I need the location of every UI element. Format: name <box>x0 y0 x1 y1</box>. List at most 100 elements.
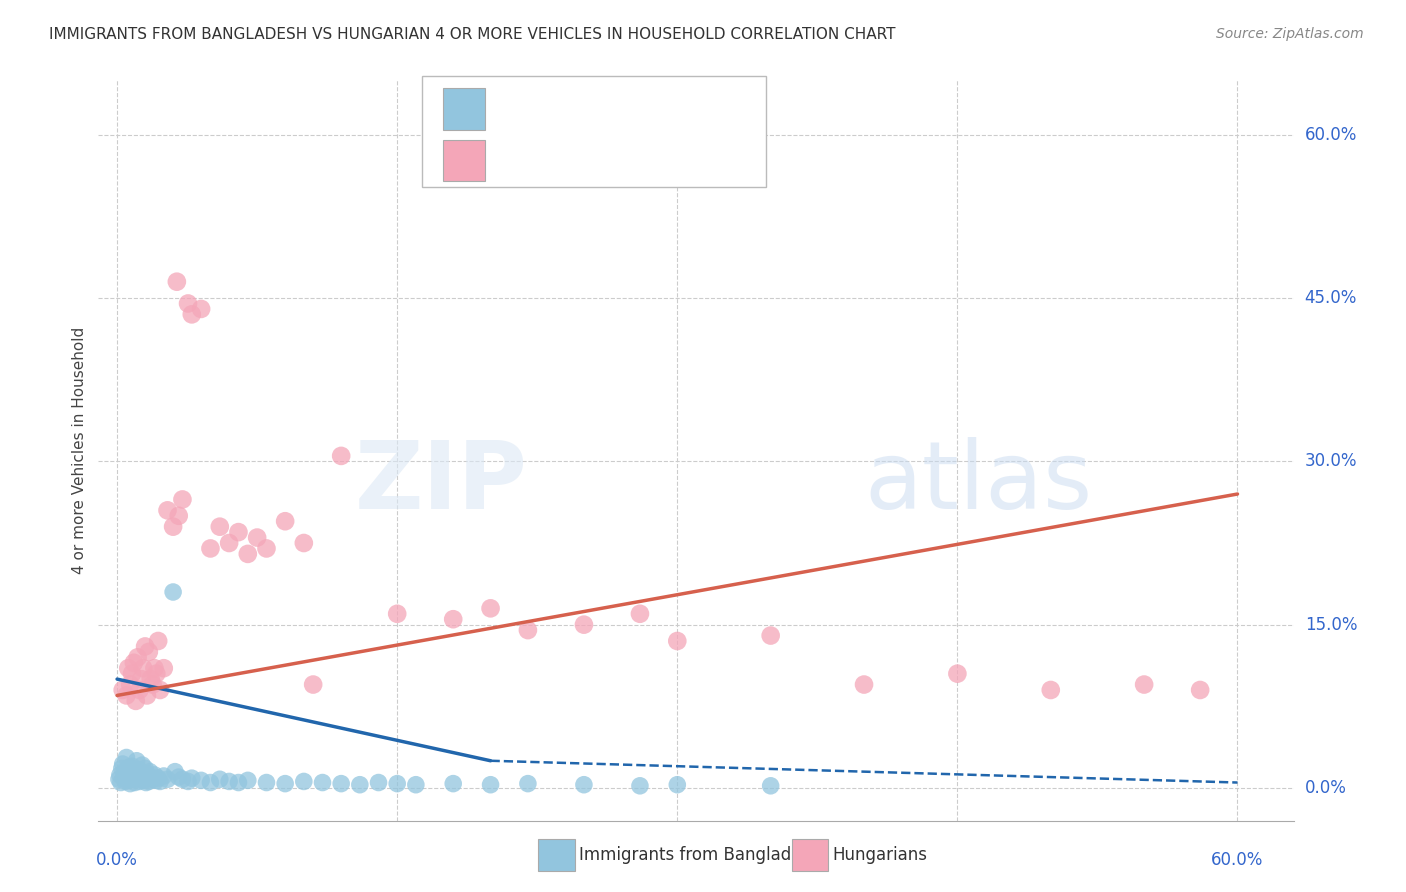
Point <box>138 645 160 659</box>
Point <box>208 519 231 533</box>
Point <box>292 774 315 789</box>
Point <box>236 773 259 788</box>
Point <box>190 301 212 316</box>
Point <box>135 775 157 789</box>
Text: N =: N = <box>609 152 657 169</box>
Point <box>516 776 538 791</box>
Point <box>162 519 184 533</box>
Point <box>129 765 152 780</box>
Point <box>110 775 132 789</box>
Text: IMMIGRANTS FROM BANGLADESH VS HUNGARIAN 4 OR MORE VEHICLES IN HOUSEHOLD CORRELAT: IMMIGRANTS FROM BANGLADESH VS HUNGARIAN … <box>49 27 896 42</box>
Point <box>853 677 876 691</box>
Point <box>572 778 595 792</box>
Point <box>108 772 131 787</box>
Text: 60.0%: 60.0% <box>1305 126 1357 144</box>
Text: 60.0%: 60.0% <box>1212 851 1264 869</box>
Point <box>628 607 651 621</box>
Text: ZIP: ZIP <box>356 437 527 529</box>
Point <box>302 677 325 691</box>
Point <box>246 531 269 545</box>
Point <box>208 772 231 787</box>
Point <box>759 628 782 642</box>
Point <box>148 771 170 785</box>
Point <box>167 508 190 523</box>
Text: R =: R = <box>494 152 530 169</box>
Point <box>111 757 134 772</box>
Text: 53: 53 <box>658 152 681 169</box>
Point <box>122 656 145 670</box>
Point <box>385 776 409 791</box>
Point <box>125 694 148 708</box>
Point <box>117 769 139 783</box>
Point <box>127 771 149 785</box>
Point <box>134 640 156 654</box>
Text: 45.0%: 45.0% <box>1305 289 1357 307</box>
Point <box>256 541 278 556</box>
Point <box>115 689 138 703</box>
Text: R =: R = <box>494 100 530 118</box>
Point <box>218 774 240 789</box>
Point <box>145 666 167 681</box>
Text: Hungarians: Hungarians <box>832 847 928 864</box>
Point <box>162 585 184 599</box>
Point <box>177 296 200 310</box>
Point <box>136 771 159 785</box>
Point <box>166 275 188 289</box>
Point <box>172 492 194 507</box>
Point <box>115 750 138 764</box>
Text: Immigrants from Bangladesh: Immigrants from Bangladesh <box>579 847 821 864</box>
Point <box>122 772 145 787</box>
Point <box>139 770 162 784</box>
Point <box>516 623 538 637</box>
Point <box>385 607 409 621</box>
Point <box>138 774 160 789</box>
Point <box>228 775 250 789</box>
Point <box>118 760 141 774</box>
Point <box>572 617 595 632</box>
Point <box>274 776 297 791</box>
Point <box>108 768 131 782</box>
Point <box>330 776 353 791</box>
Point <box>177 774 200 789</box>
Point <box>256 775 278 789</box>
Point <box>125 754 148 768</box>
Point <box>134 773 156 788</box>
Point <box>180 307 202 321</box>
Point <box>128 774 150 789</box>
Point <box>190 773 212 788</box>
Point <box>180 771 202 785</box>
Point <box>946 666 969 681</box>
Y-axis label: 4 or more Vehicles in Household: 4 or more Vehicles in Household <box>72 326 87 574</box>
Point <box>134 761 156 775</box>
Text: 70: 70 <box>658 100 681 118</box>
Point <box>122 764 145 778</box>
Point <box>1189 683 1212 698</box>
Text: N =: N = <box>609 100 657 118</box>
Point <box>148 634 170 648</box>
Point <box>1133 677 1156 691</box>
Point <box>114 764 136 779</box>
Point <box>127 650 149 665</box>
Text: -0.213: -0.213 <box>529 100 588 118</box>
Point <box>156 503 179 517</box>
Point <box>200 541 222 556</box>
Text: Source: ZipAtlas.com: Source: ZipAtlas.com <box>1216 27 1364 41</box>
Point <box>121 666 143 681</box>
Point <box>143 661 166 675</box>
Point <box>152 661 174 675</box>
Point <box>117 773 139 788</box>
Point <box>349 778 371 792</box>
Point <box>274 514 297 528</box>
Point <box>666 778 689 792</box>
Point <box>149 774 172 789</box>
Point <box>112 771 135 785</box>
Point <box>311 775 333 789</box>
Point <box>136 767 159 781</box>
Point <box>172 772 194 787</box>
Point <box>142 677 165 691</box>
Point <box>200 775 222 789</box>
Point <box>479 778 502 792</box>
Point <box>120 767 142 781</box>
Point <box>120 776 142 791</box>
Point <box>628 779 651 793</box>
